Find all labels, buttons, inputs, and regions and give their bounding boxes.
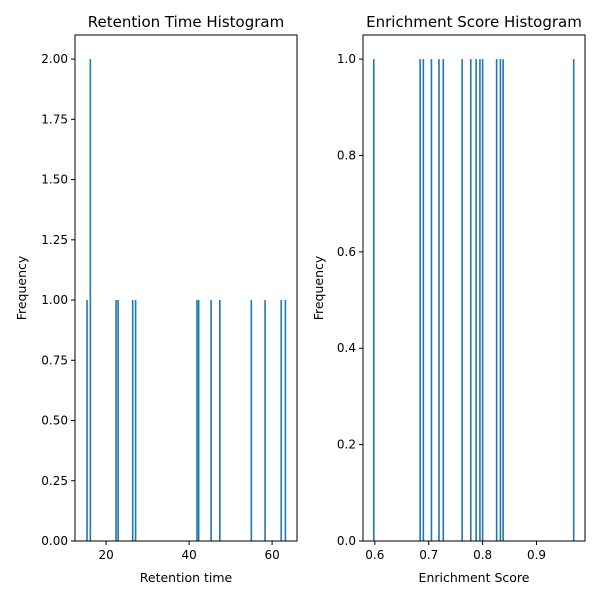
enrichment-score-bar-7 (469, 59, 472, 541)
enrichment-score-bars (372, 59, 575, 541)
retention-time-y-tick-label-5: 1.25 (41, 233, 68, 247)
enrichment-score-bar-3 (430, 59, 433, 541)
retention-time-bar-12 (280, 300, 283, 541)
enrichment-score-bar-1 (419, 59, 421, 541)
retention-time-y-tick-label-0: 0.00 (41, 534, 68, 548)
retention-time-bar-1 (89, 59, 92, 541)
enrichment-score-chart-title: Enrichment Score Histogram (366, 13, 582, 31)
enrichment-score-bar-2 (422, 59, 425, 541)
retention-time-bar-10 (250, 300, 253, 541)
enrichment-score-y-tick-label-0: 0.0 (337, 534, 356, 548)
retention-time-y-ticks: 0.00 0.25 0.50 0.75 1.00 1.25 1.50 1.75 2.00 (41, 52, 75, 548)
retention-time-x-tick-label-0: 20 (98, 548, 113, 562)
retention-time-x-tick-label-1: 40 (181, 548, 196, 562)
enrichment-score-bar-10 (481, 59, 484, 541)
enrichment-score-bar-14 (572, 59, 575, 541)
enrichment-score-y-tick-label-5: 1.0 (337, 52, 356, 66)
retention-time-y-tick-label-2: 0.50 (41, 414, 68, 428)
retention-time-y-tick-label-7: 1.75 (41, 112, 68, 126)
enrichment-score-bar-8 (475, 59, 477, 541)
enrichment-score-plot-frame (362, 34, 586, 542)
enrichment-score-y-tick-label-2: 0.4 (337, 341, 356, 355)
enrichment-score-x-tick-label-1: 0.7 (419, 548, 438, 562)
retention-time-histogram: 0.00 0.25 0.50 0.75 1.00 1.25 1.50 1.75 2.00 20 4… (14, 13, 298, 585)
retention-time-x-ticks: 20 40 60 (98, 541, 280, 562)
retention-time-bar-4 (131, 300, 134, 541)
enrichment-score-x-ticks: 0.6 0.7 0.8 0.9 (365, 541, 546, 562)
retention-time-x-tick-label-2: 60 (264, 548, 279, 562)
retention-time-y-axis-label: Frequency (14, 255, 29, 320)
enrichment-score-bar-4 (438, 59, 440, 541)
enrichment-score-bar-12 (499, 59, 502, 541)
enrichment-score-x-axis-label: Enrichment Score (419, 570, 530, 585)
retention-time-bar-8 (210, 300, 212, 541)
enrichment-score-bar-9 (479, 59, 481, 541)
retention-time-bar-13 (284, 300, 287, 541)
enrichment-score-y-tick-label-4: 0.8 (337, 148, 356, 162)
enrichment-score-histogram: 0.0 0.2 0.4 0.6 0.8 1.0 0.6 0.7 0.8 0.9 Enrichme… (311, 13, 586, 585)
enrichment-score-bar-13 (502, 59, 504, 541)
retention-time-bar-6 (196, 300, 198, 541)
retention-time-bar-9 (219, 300, 221, 541)
retention-time-chart-title: Retention Time Histogram (88, 13, 284, 31)
retention-time-y-tick-label-4: 1.00 (41, 293, 68, 307)
retention-time-bar-5 (134, 300, 137, 541)
retention-time-bar-3 (117, 300, 119, 541)
enrichment-score-y-tick-label-1: 0.2 (337, 438, 356, 452)
enrichment-score-y-tick-label-3: 0.6 (337, 245, 356, 259)
retention-time-bar-2 (115, 300, 117, 541)
enrichment-score-y-ticks: 0.0 0.2 0.4 0.6 0.8 1.0 (337, 52, 363, 548)
retention-time-y-tick-label-1: 0.25 (41, 474, 68, 488)
retention-time-y-tick-label-3: 0.75 (41, 353, 68, 367)
retention-time-x-axis-label: Retention time (140, 570, 233, 585)
retention-time-bars (86, 59, 287, 541)
enrichment-score-y-axis-label: Frequency (311, 255, 326, 320)
retention-time-y-tick-label-8: 2.00 (41, 52, 68, 66)
enrichment-score-x-tick-label-3: 0.9 (527, 548, 546, 562)
retention-time-bar-0 (86, 300, 88, 541)
enrichment-score-bar-0 (372, 59, 375, 541)
enrichment-score-bar-5 (442, 59, 445, 541)
enrichment-score-x-tick-label-0: 0.6 (365, 548, 384, 562)
retention-time-plot-frame (74, 34, 298, 542)
enrichment-score-bar-11 (495, 59, 498, 541)
retention-time-bar-11 (264, 300, 266, 541)
retention-time-y-tick-label-6: 1.50 (41, 173, 68, 187)
enrichment-score-bar-6 (461, 59, 463, 541)
enrichment-score-x-tick-label-2: 0.8 (473, 548, 492, 562)
retention-time-bar-7 (197, 300, 200, 541)
